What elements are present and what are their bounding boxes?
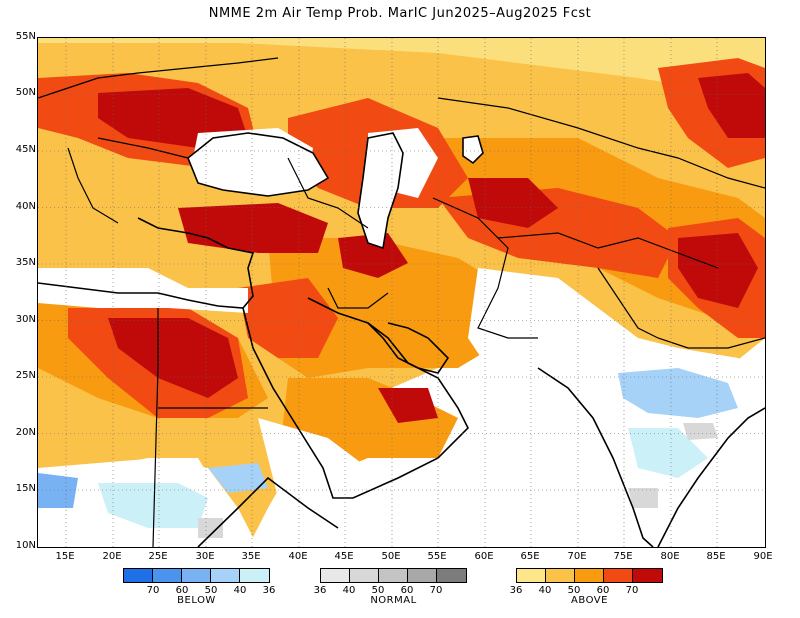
lat-label: 35N xyxy=(15,257,36,268)
lon-label: 30E xyxy=(195,551,215,562)
legend-normal: 36 40 50 60 70 NORMAL xyxy=(314,568,467,606)
lat-label: 15N xyxy=(15,483,36,494)
legend-tick: 40 xyxy=(538,585,552,596)
lon-label: 50E xyxy=(381,551,401,562)
legend-swatch xyxy=(124,569,153,582)
legend-swatch xyxy=(211,569,240,582)
legend-normal-colorbar xyxy=(320,568,467,583)
lon-label: 90E xyxy=(753,551,773,562)
forecast-map xyxy=(38,38,765,547)
probability-shading xyxy=(38,38,765,547)
lon-label: 70E xyxy=(567,551,587,562)
lat-label: 20N xyxy=(15,427,36,438)
legend-swatch xyxy=(321,569,350,582)
lat-label: 45N xyxy=(15,144,36,155)
legend-above: 36 40 50 60 70 ABOVE xyxy=(510,568,663,606)
coastlines xyxy=(38,57,765,547)
lat-label: 50N xyxy=(15,87,36,98)
legend-tick: 36 xyxy=(262,585,276,596)
lon-label: 35E xyxy=(241,551,261,562)
lat-label: 55N xyxy=(15,31,36,42)
lon-label: 80E xyxy=(660,551,680,562)
legend-below-colorbar xyxy=(123,568,270,583)
lon-label: 25E xyxy=(148,551,168,562)
lon-label: 75E xyxy=(613,551,633,562)
lat-label: 10N xyxy=(15,540,36,551)
legend-tick: 70 xyxy=(146,585,160,596)
graticule xyxy=(38,38,765,547)
lon-label: 20E xyxy=(102,551,122,562)
legend-swatch xyxy=(604,569,633,582)
map-area xyxy=(37,37,766,548)
legend-swatch xyxy=(575,569,604,582)
lat-label: 40N xyxy=(15,201,36,212)
legend-tick: 70 xyxy=(429,585,443,596)
lat-label: 25N xyxy=(15,370,36,381)
lon-label: 45E xyxy=(334,551,354,562)
lat-label: 30N xyxy=(15,314,36,325)
legend-swatch xyxy=(408,569,437,582)
legend-above-label: ABOVE xyxy=(571,595,608,606)
lon-label: 55E xyxy=(427,551,447,562)
legend-swatch xyxy=(437,569,466,582)
legend-tick: 50 xyxy=(204,585,218,596)
legend-swatch xyxy=(240,569,269,582)
legend-swatch xyxy=(633,569,662,582)
legend-tick: 70 xyxy=(625,585,639,596)
legend-normal-label: NORMAL xyxy=(370,595,417,606)
legend-tick: 36 xyxy=(509,585,523,596)
legend-swatch xyxy=(350,569,379,582)
legend-below-label: BELOW xyxy=(177,595,216,606)
legend-swatch xyxy=(517,569,546,582)
legend-tick: 60 xyxy=(596,585,610,596)
legend-swatch xyxy=(379,569,408,582)
legend-tick: 50 xyxy=(567,585,581,596)
lon-label: 85E xyxy=(706,551,726,562)
legend-tick: 40 xyxy=(342,585,356,596)
legend-swatch xyxy=(153,569,182,582)
legend-tick: 40 xyxy=(233,585,247,596)
lon-label: 60E xyxy=(474,551,494,562)
lon-label: 65E xyxy=(520,551,540,562)
legend-tick: 50 xyxy=(371,585,385,596)
legend-tick: 60 xyxy=(400,585,414,596)
legend-above-colorbar xyxy=(516,568,663,583)
lon-label: 15E xyxy=(55,551,75,562)
legend-swatch xyxy=(182,569,211,582)
legend-tick: 36 xyxy=(313,585,327,596)
map-title: NMME 2m Air Temp Prob. MarIC Jun2025–Aug… xyxy=(208,6,592,21)
lon-label: 40E xyxy=(288,551,308,562)
legend-below: 70 60 50 40 36 BELOW xyxy=(123,568,275,606)
legend-swatch xyxy=(546,569,575,582)
legend-tick: 60 xyxy=(175,585,189,596)
